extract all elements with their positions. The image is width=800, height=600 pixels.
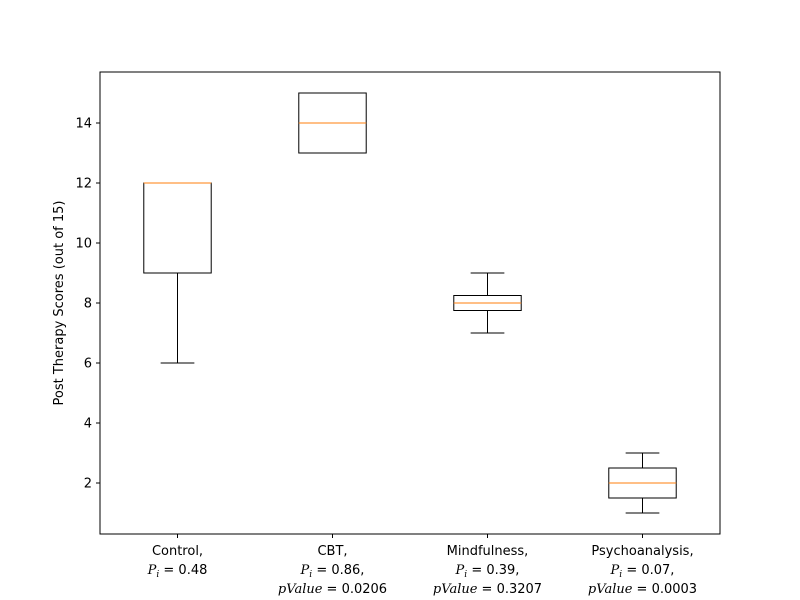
x-tick-label: Mindfulness, Pi = 0.39, pValue = 0.3207 — [433, 544, 542, 597]
iqr-box — [143, 182, 212, 274]
y-tick-label: 4 — [84, 417, 92, 432]
y-tick-label: 2 — [84, 477, 92, 492]
y-tick-label: 12 — [75, 177, 92, 192]
x-tick-label: Psychoanalysis, Pi = 0.07, pValue = 0.0003 — [588, 544, 697, 597]
plot-frame — [99, 71, 721, 535]
x-tick-label: CBT, Pi = 0.86, pValue = 0.0206 — [278, 544, 387, 597]
y-axis-label: Post Therapy Scores (out of 15) — [52, 201, 67, 406]
x-axis: Control, Pi = 0.48 CBT, Pi = 0.86, pValue = … — [147, 534, 697, 597]
y-tick-label: 10 — [75, 237, 92, 252]
boxes-group — [143, 92, 677, 514]
y-tick-label: 8 — [84, 297, 92, 312]
x-tick-label: Control, Pi = 0.48 — [147, 544, 208, 580]
box-3 — [608, 452, 677, 514]
y-tick-label: 14 — [75, 117, 92, 132]
box-0 — [143, 182, 212, 364]
box-2 — [453, 272, 522, 334]
y-axis: 2 4 6 8 10 12 14 — [75, 117, 100, 492]
y-tick-label: 6 — [84, 357, 92, 372]
box-1 — [298, 92, 367, 154]
